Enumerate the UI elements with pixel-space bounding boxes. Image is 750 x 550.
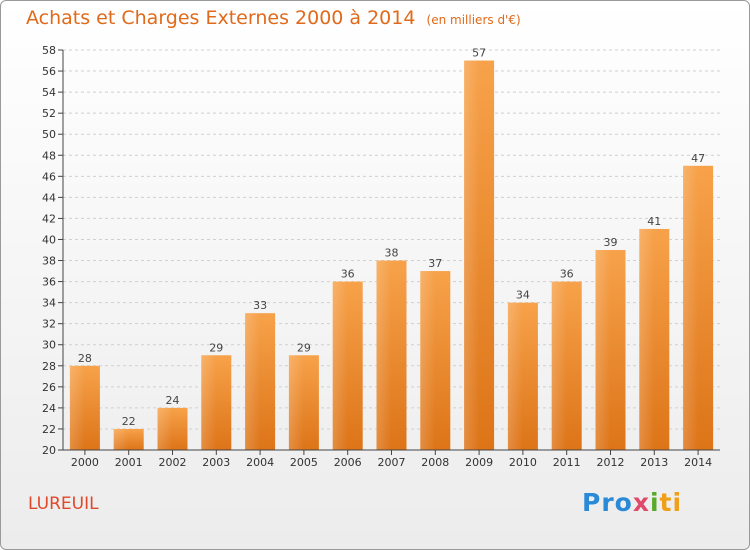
bar-highlight (507, 302, 523, 450)
bar-highlight (113, 428, 129, 450)
y-tick-label: 58 (42, 44, 56, 57)
y-tick-label: 44 (42, 191, 56, 204)
logo-part-2: x (632, 488, 650, 517)
bar-value-label: 36 (341, 268, 355, 281)
bar-highlight (332, 281, 348, 450)
bar-highlight (595, 250, 611, 450)
x-tick-label: 2006 (334, 456, 362, 469)
bar-highlight (420, 271, 436, 450)
x-tick-label: 2009 (465, 456, 493, 469)
x-tick-label: 2008 (421, 456, 449, 469)
x-tick-label: 2003 (202, 456, 230, 469)
x-tick-label: 2005 (290, 456, 318, 469)
bar-value-label: 29 (209, 341, 223, 354)
y-tick-label: 56 (42, 65, 56, 78)
x-tick-label: 2013 (640, 456, 668, 469)
x-tick-label: 2014 (684, 456, 712, 469)
bar-highlight (69, 365, 85, 450)
x-tick-label: 2012 (597, 456, 625, 469)
x-tick-label: 2004 (246, 456, 274, 469)
y-tick-label: 38 (42, 255, 56, 268)
y-tick-label: 46 (42, 170, 56, 183)
bar-value-label: 38 (385, 247, 399, 260)
chart-subtitle: (en milliers d'€) (426, 13, 521, 27)
bar-value-label: 39 (604, 236, 618, 249)
y-tick-label: 24 (42, 402, 56, 415)
logo-part-4: ti (659, 488, 683, 517)
x-tick-label: 2007 (378, 456, 406, 469)
bar-highlight (551, 281, 567, 450)
y-tick-label: 28 (42, 360, 56, 373)
y-tick-label: 20 (42, 444, 56, 457)
bar-highlight (245, 313, 261, 450)
x-tick-label: 2010 (509, 456, 537, 469)
axis-layer: 20 22 24 26 28 30 32 34 36 38 40 42 44 46 48 50 52 54 56 58… (42, 44, 720, 469)
bar-value-label: 24 (166, 394, 180, 407)
bar-highlight (683, 165, 699, 450)
x-tick-label: 2011 (553, 456, 581, 469)
bar-highlight (288, 355, 304, 450)
bar-value-label: 41 (647, 215, 661, 228)
logo-part-3: i (649, 488, 660, 517)
bar-value-label: 37 (428, 257, 442, 270)
bar-value-label: 29 (297, 341, 311, 354)
logo-part-1: Pro (582, 488, 633, 517)
bar-value-label: 57 (472, 47, 486, 60)
y-tick-label: 36 (42, 276, 56, 289)
y-tick-label: 50 (42, 128, 56, 141)
y-tick-label: 22 (42, 423, 56, 436)
bar-value-label: 47 (691, 152, 705, 165)
y-tick-label: 30 (42, 339, 56, 352)
x-tick-label: 2002 (159, 456, 187, 469)
place-name: LUREUIL (28, 494, 99, 514)
bar-highlight (464, 60, 480, 451)
bar-highlight (376, 260, 392, 450)
bar-value-label: 33 (253, 299, 267, 312)
bar-value-label: 22 (122, 415, 136, 428)
y-tick-label: 42 (42, 212, 56, 225)
x-tick-label: 2000 (71, 456, 99, 469)
chart-title: Achats et Charges Externes 2000 à 2014 (26, 7, 416, 29)
y-tick-label: 32 (42, 318, 56, 331)
chart-title-row: Achats et Charges Externes 2000 à 2014 (… (26, 7, 521, 29)
bar-value-label: 34 (516, 289, 530, 302)
bar-value-label: 28 (78, 352, 92, 365)
y-tick-label: 48 (42, 149, 56, 162)
y-tick-label: 52 (42, 107, 56, 120)
y-tick-label: 34 (42, 297, 56, 310)
bar-highlight (639, 228, 655, 450)
y-tick-label: 54 (42, 86, 56, 99)
proxiti-logo: Proxiti (582, 488, 682, 517)
bar-highlight (201, 355, 217, 450)
bar-value-label: 36 (560, 268, 574, 281)
y-tick-label: 26 (42, 381, 56, 394)
x-tick-label: 2001 (115, 456, 143, 469)
bar-layer: 28 22 24 29 33 29 36 38 37 57 34 36 39 41 47 (69, 47, 714, 451)
y-tick-label: 40 (42, 233, 56, 246)
bar-highlight (157, 407, 173, 450)
